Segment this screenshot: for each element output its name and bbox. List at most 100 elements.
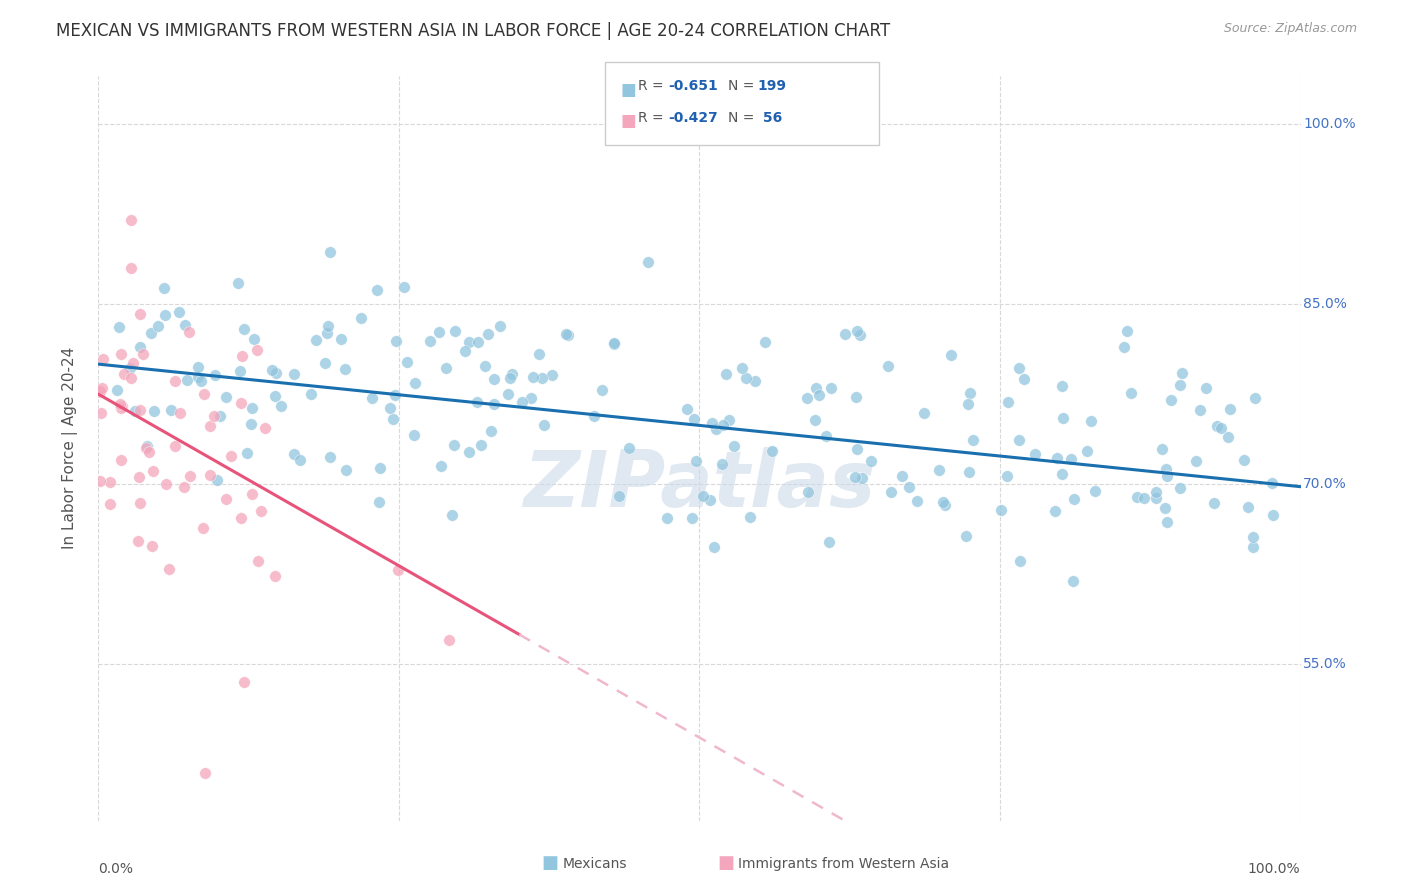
Point: [557, 328, 579, 343]
Point: [932, 494, 955, 508]
Point: [995, 469, 1018, 483]
Point: [120, 370, 142, 384]
Text: -0.651: -0.651: [668, 79, 717, 94]
Point: [120, 213, 142, 227]
Point: [934, 499, 956, 513]
Text: ■: ■: [620, 112, 636, 130]
Point: [132, 347, 155, 361]
Text: N =: N =: [728, 79, 759, 94]
Point: [603, 336, 626, 351]
Point: [676, 402, 699, 417]
Point: [111, 399, 134, 413]
Point: [1144, 484, 1167, 499]
Point: [807, 388, 830, 402]
Point: [191, 520, 214, 534]
Point: [703, 541, 725, 555]
Text: Source: ZipAtlas.com: Source: ZipAtlas.com: [1223, 22, 1357, 36]
Point: [392, 280, 415, 294]
Point: [685, 454, 707, 468]
Point: [1202, 496, 1225, 510]
Text: 100.0%: 100.0%: [1303, 117, 1355, 131]
Point: [1010, 554, 1032, 568]
Point: [1260, 476, 1282, 491]
Point: [110, 397, 132, 411]
Point: [233, 321, 256, 335]
Point: [482, 372, 505, 386]
Point: [702, 416, 724, 430]
Point: [315, 326, 337, 340]
Point: [880, 484, 903, 499]
Point: [655, 511, 678, 525]
Point: [434, 360, 457, 375]
Point: [990, 503, 1012, 517]
Y-axis label: In Labor Force | Age 20-24: In Labor Force | Age 20-24: [62, 347, 77, 549]
Point: [200, 419, 222, 434]
Point: [1153, 500, 1175, 515]
Point: [891, 469, 914, 483]
Point: [139, 326, 162, 340]
Point: [1154, 462, 1177, 476]
Point: [209, 409, 232, 423]
Point: [859, 453, 882, 467]
Point: [173, 480, 195, 494]
Point: [419, 334, 441, 348]
Point: [617, 441, 640, 455]
Point: [335, 463, 357, 477]
Point: [1261, 508, 1284, 522]
Point: [734, 370, 756, 384]
Point: [136, 439, 159, 453]
Point: [226, 276, 249, 290]
Point: [366, 284, 388, 298]
Point: [501, 367, 523, 381]
Point: [1045, 504, 1067, 518]
Point: [404, 427, 426, 442]
Text: 70.0%: 70.0%: [1303, 477, 1347, 491]
Point: [1241, 530, 1264, 544]
Point: [89, 475, 111, 489]
Point: [591, 383, 613, 397]
Point: [458, 334, 481, 349]
Point: [955, 529, 977, 543]
Text: N =: N =: [728, 111, 759, 125]
Point: [1133, 491, 1156, 506]
Text: R =: R =: [638, 111, 668, 125]
Point: [1170, 366, 1192, 380]
Point: [129, 340, 152, 354]
Point: [142, 403, 165, 417]
Point: [128, 469, 150, 483]
Point: [928, 463, 950, 477]
Point: [1114, 340, 1136, 354]
Text: Mexicans: Mexicans: [562, 856, 627, 871]
Point: [120, 260, 142, 275]
Point: [194, 766, 217, 780]
Point: [1012, 372, 1035, 386]
Text: 85.0%: 85.0%: [1303, 297, 1347, 311]
Point: [430, 458, 453, 473]
Point: [141, 539, 163, 553]
Point: [187, 359, 209, 374]
Point: [477, 327, 499, 342]
Point: [330, 332, 353, 346]
Point: [1046, 451, 1069, 466]
Point: [229, 364, 252, 378]
Point: [699, 493, 721, 508]
Point: [384, 334, 406, 348]
Point: [717, 413, 740, 427]
Text: 55.0%: 55.0%: [1303, 657, 1347, 672]
Point: [845, 442, 868, 456]
Point: [219, 449, 242, 463]
Point: [499, 370, 522, 384]
Point: [138, 445, 160, 459]
Point: [236, 445, 259, 459]
Point: [299, 386, 322, 401]
Point: [349, 310, 371, 325]
Point: [1185, 454, 1208, 468]
Point: [245, 343, 267, 358]
Point: [381, 412, 404, 426]
Point: [314, 356, 336, 370]
Point: [240, 401, 263, 415]
Point: [1218, 429, 1240, 443]
Point: [1241, 540, 1264, 554]
Point: [100, 497, 122, 511]
Point: [470, 438, 492, 452]
